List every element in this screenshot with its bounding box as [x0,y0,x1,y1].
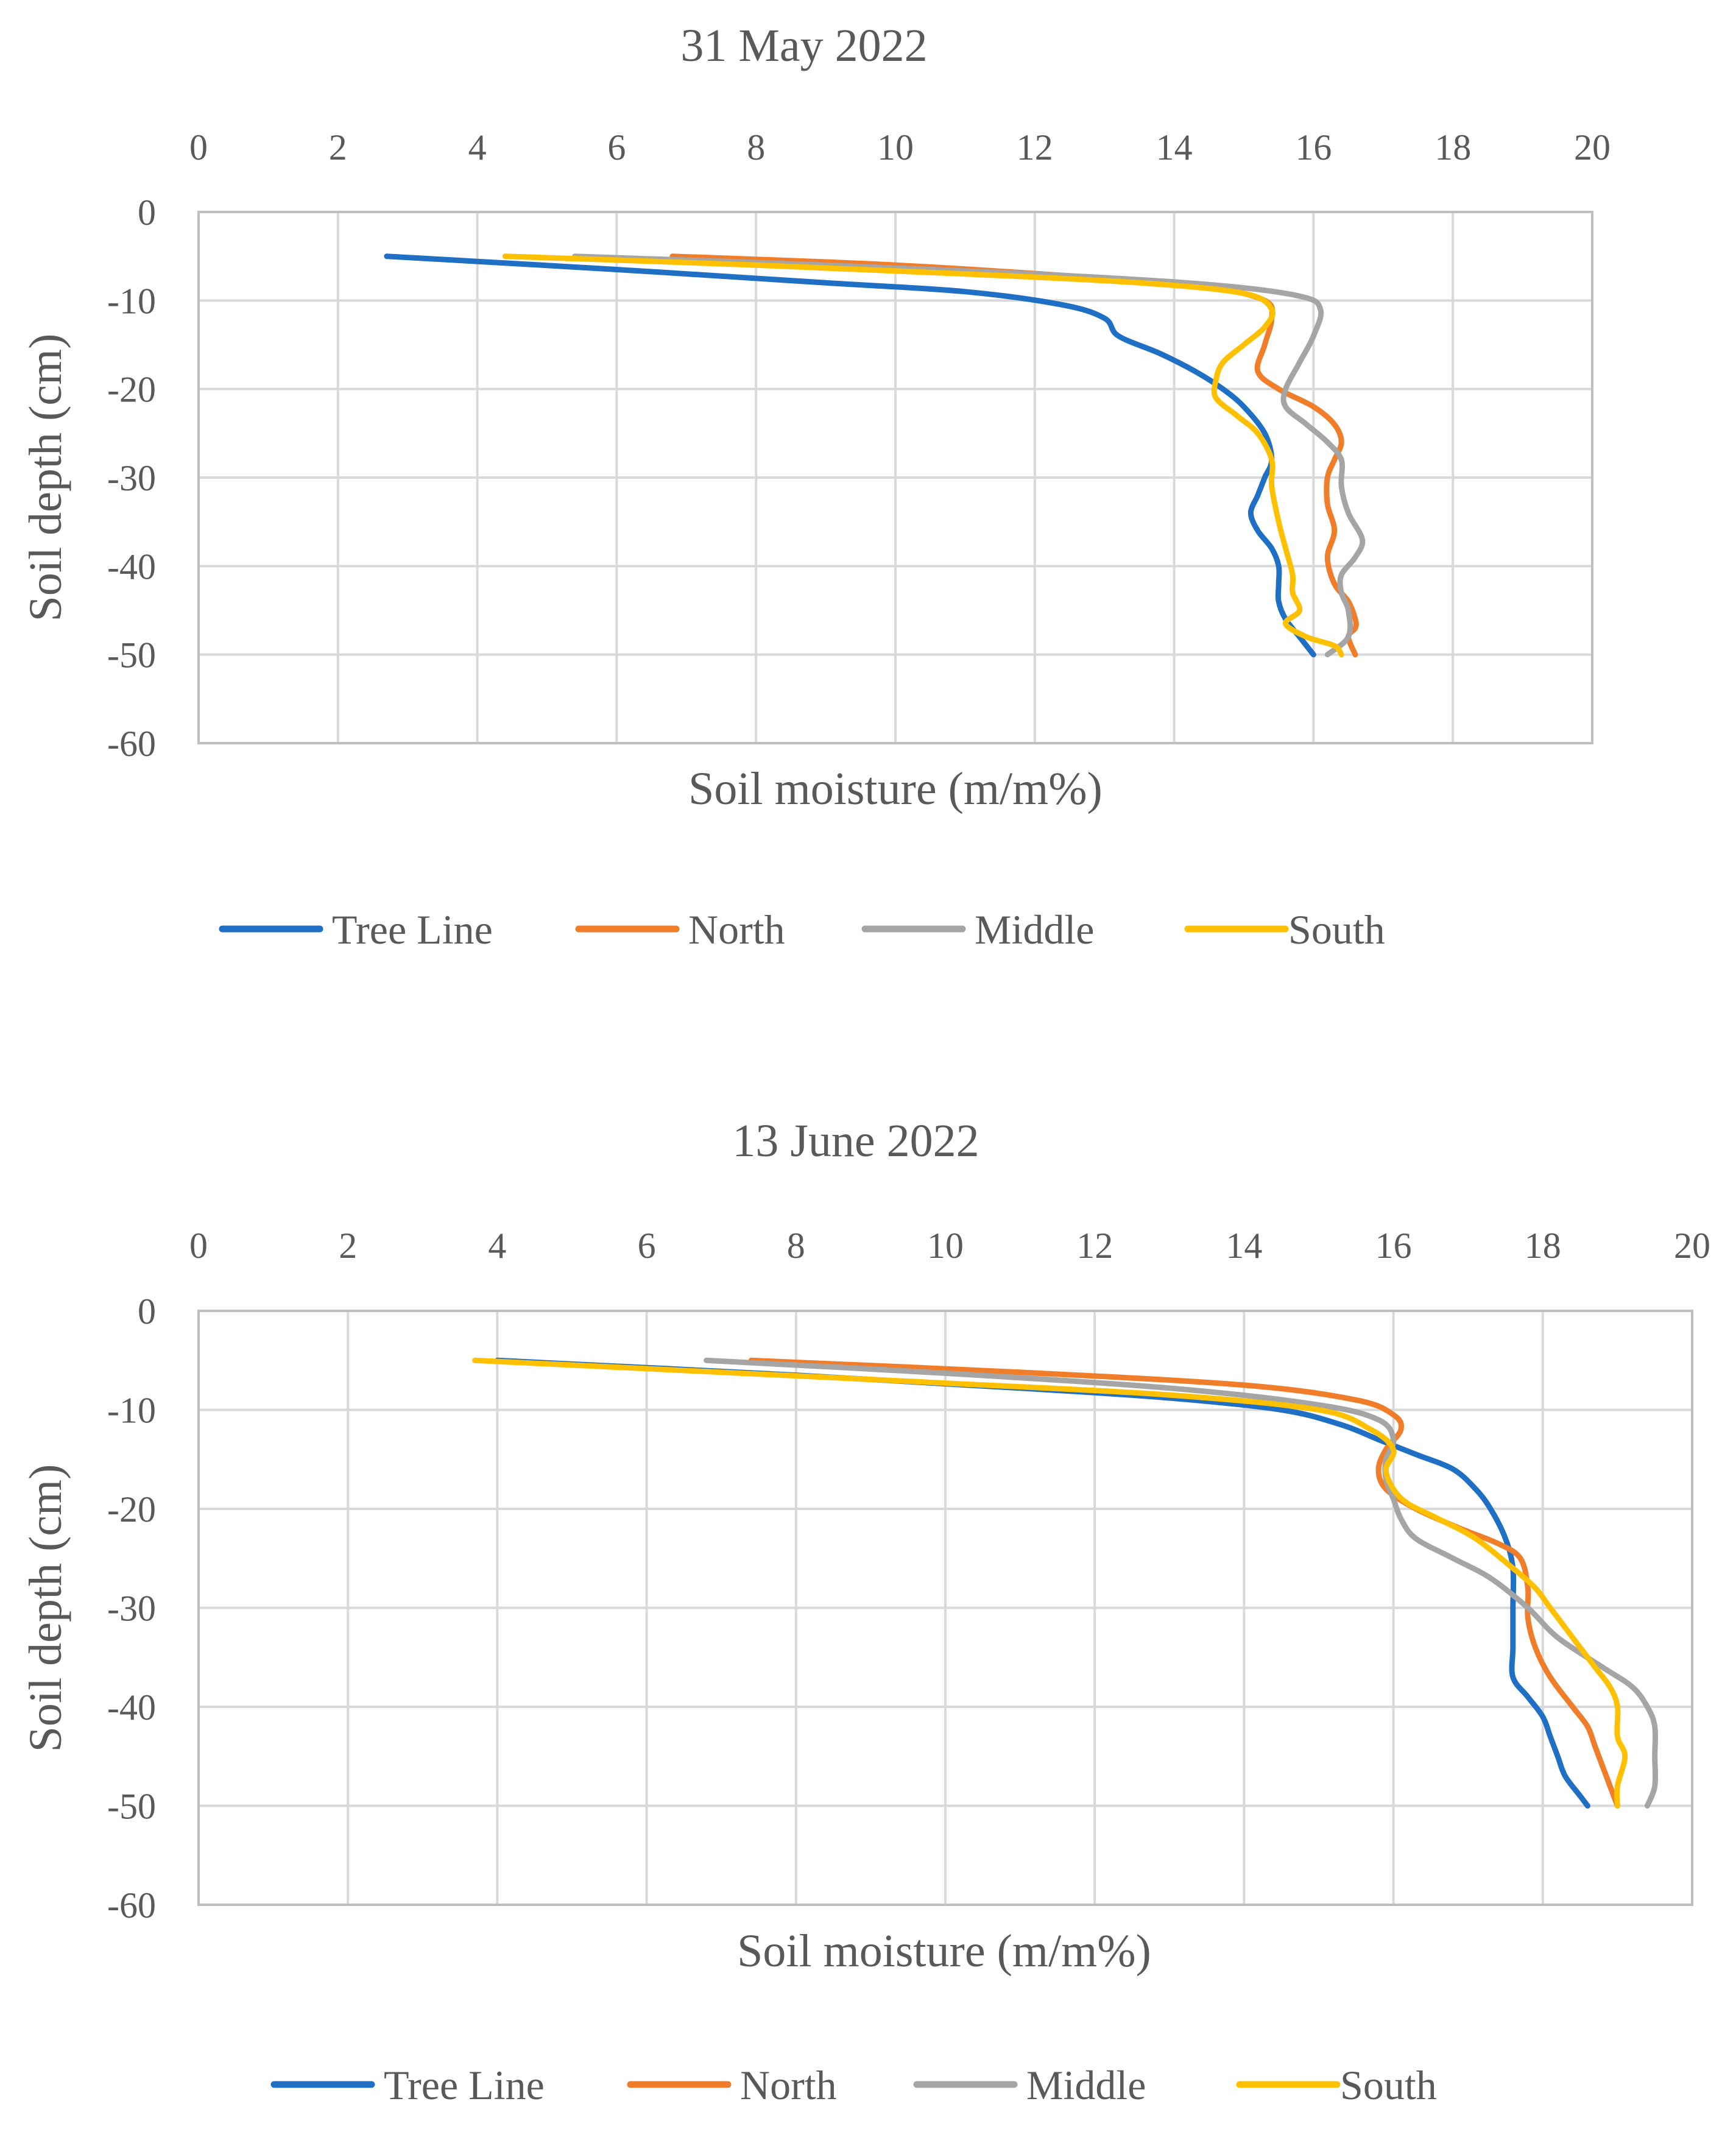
legend-label: Tree Line [384,2062,545,2108]
series-line-tree-line [384,253,1316,658]
x-tick-label: 4 [468,127,487,168]
legend-label: South [1288,906,1385,953]
x-tick-label: 10 [927,1226,964,1266]
x-tick-label: 14 [1226,1226,1262,1266]
series-line-middle [572,253,1366,658]
legend-label: South [1340,2062,1437,2108]
y-tick-label: 0 [138,1291,156,1332]
x-tick-label: 0 [189,127,208,168]
x-tick-label: 14 [1156,127,1193,168]
legend-label: Middle [1026,2062,1146,2108]
x-tick-labels: 0 2 4 6 8 10 12 14 16 18 20 [189,1226,1710,1266]
chart-title: 13 June 2022 [732,1115,979,1167]
x-tick-label: 16 [1375,1226,1412,1266]
plot-frame [197,1310,1693,1906]
series-line-north [669,253,1359,658]
x-axis-label: Soil moisture (m/m%) [737,1926,1151,1977]
y-tick-label: -40 [107,1687,156,1728]
y-axis-label: Soil depth (cm) [20,1464,71,1753]
series-lines [472,1357,1659,1809]
y-tick-label: -60 [107,724,156,764]
legend: Tree Line North Middle South [270,2062,1437,2108]
y-tick-label: -60 [107,1885,156,1926]
x-tick-label: 20 [1574,127,1611,168]
y-tick-label: 0 [138,192,156,233]
y-tick-label: -10 [107,1391,156,1431]
series-lines [384,253,1366,658]
legend-label: North [740,2062,837,2108]
x-axis-label: Soil moisture (m/m%) [688,763,1103,814]
x-tick-label: 6 [638,1226,656,1266]
x-tick-label: 12 [1076,1226,1113,1266]
y-tick-label: -20 [107,1489,156,1530]
legend-label: Middle [975,906,1094,953]
y-tick-label: -10 [107,281,156,321]
x-tick-label: 18 [1434,127,1471,168]
x-tick-label: 0 [189,1226,208,1266]
x-tick-label: 18 [1525,1226,1561,1266]
y-tick-label: -40 [107,546,156,587]
x-tick-label: 10 [877,127,914,168]
legend-label: Tree Line [332,906,493,953]
x-tick-label: 6 [607,127,626,168]
x-tick-label: 2 [329,127,347,168]
y-gridlines [199,1310,1692,1906]
chart-13-june-2022: 13 June 2022 0 2 4 6 8 10 12 14 16 18 20 0 -10 -20 -3… [20,1115,1710,2108]
series-line-south [502,253,1344,658]
x-tick-label: 12 [1017,127,1053,168]
y-tick-label: -50 [107,1787,156,1827]
x-tick-label: 20 [1674,1226,1710,1266]
legend-label: North [688,906,785,953]
y-axis-label: Soil depth (cm) [20,334,71,622]
y-tick-label: -20 [107,370,156,410]
legend: Tree Line North Middle South [219,906,1385,953]
series-line-middle [704,1357,1659,1809]
x-tick-label: 16 [1295,127,1332,168]
x-tick-labels: 0 2 4 6 8 10 12 14 16 18 20 [189,127,1611,168]
series-line-south [472,1357,1628,1809]
y-tick-label: -30 [107,1589,156,1629]
chart-31-may-2022: 31 May 2022 0 2 4 6 8 10 12 14 16 18 20 0 -10 -20 -30… [20,20,1611,953]
x-tick-label: 8 [747,127,765,168]
y-tick-label: -50 [107,635,156,676]
plot-frame [197,211,1593,744]
series-line-north [748,1357,1620,1809]
y-tick-label: -30 [107,458,156,498]
y-tick-labels: 0 -10 -20 -30 -40 -50 -60 [107,192,156,764]
series-line-tree-line [494,1357,1590,1809]
x-tick-label: 4 [488,1226,506,1266]
x-tick-label: 8 [787,1226,805,1266]
x-tick-label: 2 [339,1226,357,1266]
chart-title: 31 May 2022 [680,20,927,71]
y-tick-labels: 0 -10 -20 -30 -40 -50 -60 [107,1291,156,1926]
